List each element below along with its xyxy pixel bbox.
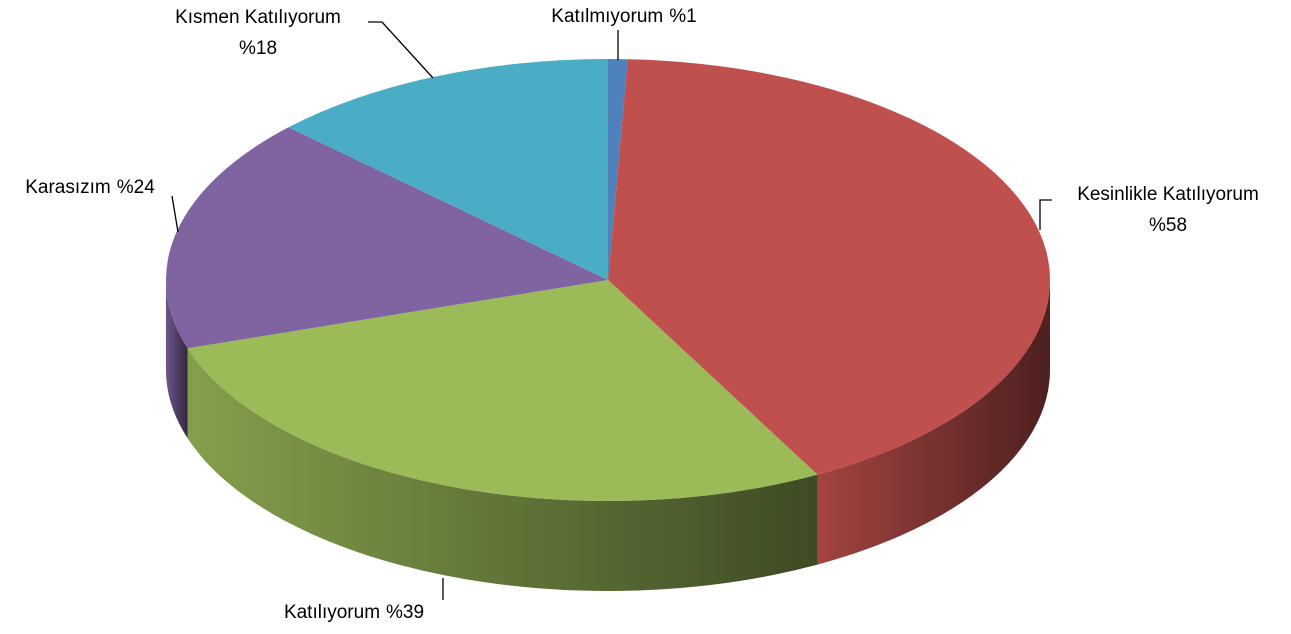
leader-line [1039,199,1052,230]
category-label: Kesinlikle Katılıyorum [1077,184,1259,205]
category-label: Katılıyorum [284,602,380,623]
pie-slice [166,127,608,349]
pie-slice [608,59,628,280]
pie-slice [187,280,818,502]
value-label: %18 [239,38,277,59]
pie-side [187,348,818,592]
pie-tops [166,59,1051,502]
data-label: Katılıyorum %39 [284,602,424,623]
data-label: Karasızım %24 [25,177,155,198]
leader-lines [171,21,1052,600]
pie-slice [288,59,608,280]
data-label: Kesinlikle Katılıyorum %58 [1077,184,1259,236]
value-label: %58 [1149,215,1187,236]
category-label: Kısmen Katılıyorum [175,7,341,28]
data-label: Kısmen Katılıyorum %18 [175,7,341,59]
value-label: %1 [669,6,696,27]
pie-side [817,280,1050,565]
pie-side [166,280,188,439]
leader-line [171,195,179,233]
pie-sides [166,280,1050,592]
value-label: %39 [386,602,424,623]
pie-slice [608,59,1051,475]
category-label: Katılmıyorum [551,6,663,27]
value-label: %24 [117,177,155,198]
data-label: Katılmıyorum %1 [551,6,696,27]
category-label: Karasızım [25,177,111,198]
leader-line [368,21,434,79]
